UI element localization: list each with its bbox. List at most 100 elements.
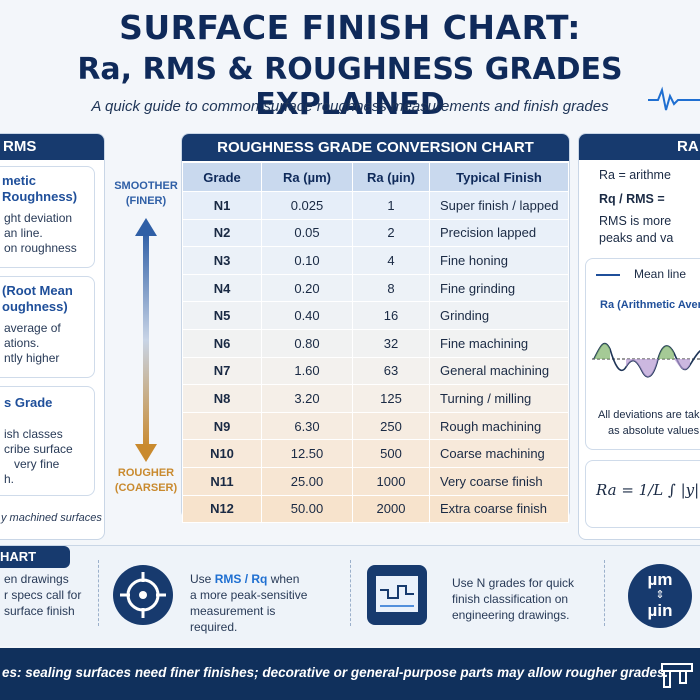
- caliper-icon: [661, 663, 693, 688]
- cell-finish: Fine honing: [429, 246, 569, 275]
- tip-divider: [350, 560, 351, 626]
- cell-ra-um: 0.20: [261, 273, 353, 303]
- cell-grade: N3: [182, 246, 262, 275]
- unit-conversion-icon: µm ⇕ µin: [628, 564, 692, 628]
- tip2-prefix: Use: [190, 572, 215, 586]
- cell-finish: Rough machining: [429, 411, 569, 441]
- cell-ra-um: 0.05: [261, 218, 353, 248]
- left-panel-header-text: RMS: [3, 138, 37, 155]
- cell-ra-uin: 8: [352, 273, 430, 303]
- left-card-rms-line: average of: [4, 321, 61, 335]
- footer-text: es: sealing surfaces need finer finishes…: [2, 665, 669, 680]
- left-footer-note: y machined surfaces: [1, 512, 102, 524]
- right-panel: RA Ra = arithme Rq / RMS = RMS is more p…: [578, 133, 700, 540]
- table-header-row: Grade Ra (µm) Ra (µin) Typical Finish: [182, 162, 569, 192]
- cell-ra-uin: 32: [352, 328, 430, 358]
- cell-grade: N2: [182, 218, 262, 248]
- cell-finish: Fine grinding: [429, 273, 569, 303]
- left-card-grade-line: ish classes: [4, 427, 63, 441]
- engineering-drawing-icon: [367, 565, 427, 625]
- graph-mean-label: Mean line: [634, 267, 687, 281]
- cell-ra-uin: 2: [352, 218, 430, 248]
- tip2-line: a more peak-sensitive: [190, 588, 308, 602]
- unit-um-label: µm: [647, 570, 673, 589]
- cell-ra-uin: 2000: [352, 494, 430, 524]
- cell-grade: N10: [182, 439, 262, 468]
- page-subtitle: A quick guide to common surface roughnes…: [91, 98, 609, 115]
- left-card-ra-title-a: metic: [2, 173, 36, 188]
- left-card-grade-line: h.: [4, 472, 15, 486]
- target-icon: [113, 565, 173, 625]
- tip2-line: required.: [190, 620, 238, 634]
- left-card-rms-title-a: (Root Mean: [2, 283, 73, 298]
- left-card-grade: s Grade ish classes cribe surface very f…: [0, 386, 95, 496]
- table-row: N12 50.00 2000 Extra coarse finish: [182, 494, 569, 524]
- cell-grade: N8: [182, 384, 262, 413]
- right-def-note2: peaks and va: [599, 231, 674, 245]
- cell-ra-um: 6.30: [261, 411, 353, 441]
- smooth-rough-arrow-icon: [135, 218, 157, 462]
- tip2-highlight: RMS / Rq: [214, 572, 268, 586]
- left-card-grade-line: cribe surface: [4, 442, 73, 456]
- cell-finish: Super finish / lapped: [429, 191, 569, 220]
- left-card-rms-title-b: oughness): [2, 299, 68, 314]
- left-card-rms: (Root Mean oughness) average of ations. …: [0, 276, 95, 378]
- cell-ra-uin: 63: [352, 356, 430, 386]
- tips-section: HART en drawings r specs call for surfac…: [0, 545, 700, 646]
- swap-arrow-icon: ⇕: [655, 589, 665, 601]
- cell-ra-uin: 16: [352, 301, 430, 330]
- tip-divider: [604, 560, 605, 626]
- table-row: N4 0.20 8 Fine grinding: [182, 273, 569, 303]
- cell-ra-uin: 4: [352, 246, 430, 275]
- scale-bottom-label-1: ROUGHER: [117, 467, 175, 479]
- table-row: N5 0.40 16 Grinding: [182, 301, 569, 330]
- table-row: N3 0.10 4 Fine honing: [182, 246, 569, 275]
- grade-table: Grade Ra (µm) Ra (µin) Typical Finish N1…: [182, 162, 569, 524]
- cell-ra-um: 1.60: [261, 356, 353, 386]
- right-def-ra: Ra = arithme: [599, 168, 671, 182]
- left-card-grade-line: very fine: [14, 457, 60, 471]
- footer-bar: es: sealing surfaces need finer finishes…: [0, 648, 700, 700]
- col-grade-header: Grade: [182, 162, 262, 192]
- tip2-line: measurement is: [190, 604, 276, 618]
- cell-ra-uin: 1: [352, 191, 430, 220]
- cell-ra-uin: 500: [352, 439, 430, 468]
- formula-card: Ra = 1/L ∫ |y| dx: [585, 460, 700, 528]
- left-card-grade-title: s Grade: [4, 395, 53, 410]
- table-panel: ROUGHNESS GRADE CONVERSION CHART Grade R…: [181, 133, 570, 524]
- table-row: N2 0.05 2 Precision lapped: [182, 218, 569, 248]
- cell-grade: N5: [182, 301, 262, 330]
- cell-grade: N1: [182, 191, 262, 220]
- cell-grade: N9: [182, 411, 262, 441]
- page-title-line2: Ra, RMS & ROUGHNESS GRADES EXPLAINED: [77, 52, 623, 122]
- cell-finish: Grinding: [429, 301, 569, 330]
- table-row: N6 0.80 32 Fine machining: [182, 328, 569, 358]
- cell-ra-um: 0.10: [261, 246, 353, 275]
- unit-uin-label: µin: [647, 601, 673, 620]
- cell-finish: General machining: [429, 356, 569, 386]
- graph-note-1: All deviations are take: [598, 409, 700, 421]
- scale-top-label-1: SMOOTHER: [114, 180, 178, 192]
- tip2-suffix: when: [267, 572, 300, 586]
- col-finish-header: Typical Finish: [429, 162, 569, 192]
- tip1-line: surface finish: [4, 604, 75, 618]
- graph-title: Ra (Arithmetic Avera: [600, 299, 700, 311]
- scale-bottom-label-2: (COARSER): [114, 482, 178, 494]
- tip-divider: [98, 560, 99, 626]
- tip1-line: r specs call for: [4, 588, 82, 602]
- cell-ra-um: 12.50: [261, 439, 353, 468]
- tip3-line: finish classification on: [452, 592, 569, 606]
- cell-grade: N7: [182, 356, 262, 386]
- left-panel-header: RMS: [0, 134, 104, 160]
- cell-ra-um: 0.025: [261, 191, 353, 220]
- table-row: N8 3.20 125 Turning / milling: [182, 384, 569, 413]
- cell-finish: Turning / milling: [429, 384, 569, 413]
- cell-finish: Fine machining: [429, 328, 569, 358]
- cell-ra-um: 3.20: [261, 384, 353, 413]
- tips-header: HART: [0, 546, 70, 568]
- roughness-profile-graph: [592, 342, 700, 378]
- cell-grade: N12: [182, 494, 262, 524]
- mean-line-legend-icon: [596, 274, 620, 276]
- left-panel: RMS metic Roughness) ght deviation an li…: [0, 133, 105, 540]
- tip3-line: engineering drawings.: [452, 608, 570, 622]
